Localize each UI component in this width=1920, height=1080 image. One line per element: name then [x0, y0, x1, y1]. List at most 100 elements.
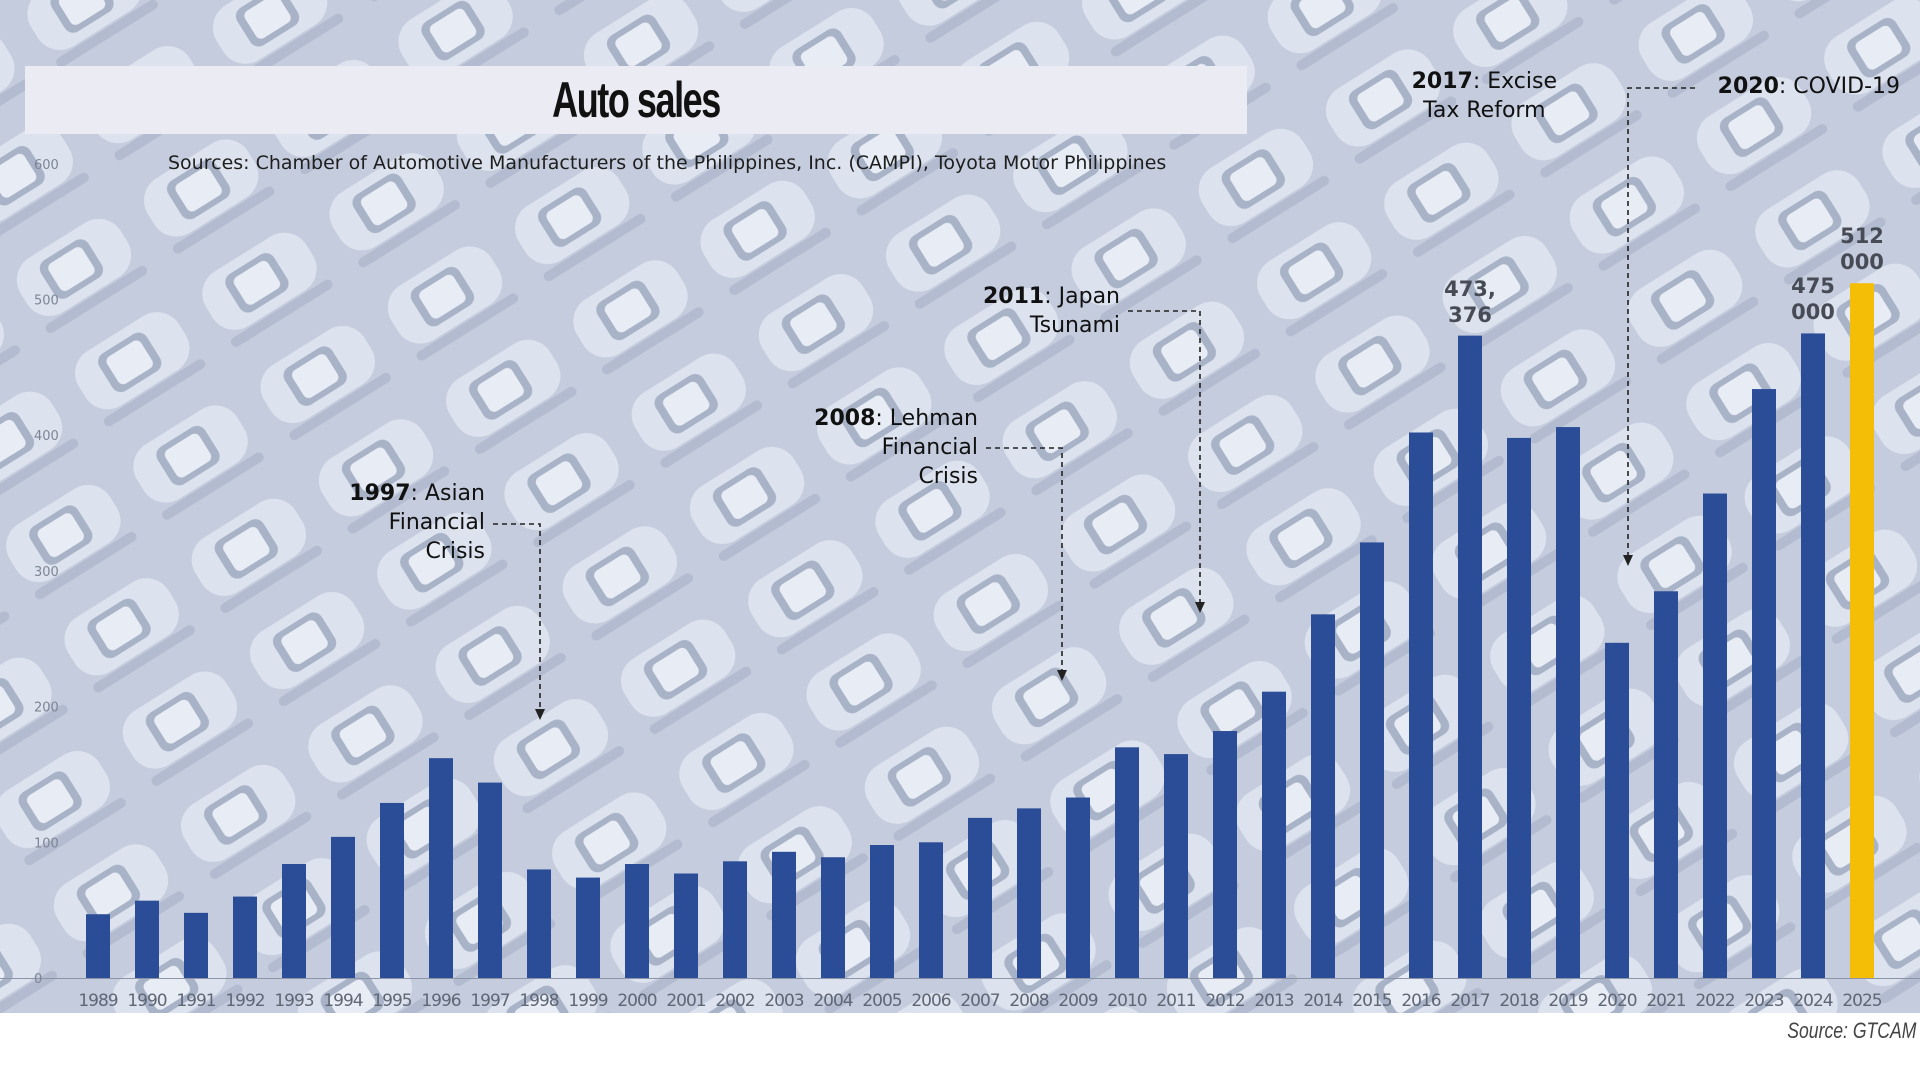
y-tick-label: 600 [34, 158, 59, 173]
annotation-1997: 1997: Asian Financial Crisis [349, 479, 485, 566]
car-pattern-background [0, 0, 1920, 1013]
data-label-line: 473, [1444, 276, 1496, 301]
x-tick-label: 2023 [1744, 991, 1783, 1011]
x-tick-label: 2008 [1009, 991, 1048, 1011]
x-tick-label: 2021 [1646, 991, 1685, 1011]
x-tick-label: 1996 [421, 991, 460, 1011]
annotation-line: 2017: Excise [1412, 67, 1557, 96]
x-tick-label: 2024 [1793, 991, 1832, 1011]
annotation-text: : Excise [1472, 69, 1557, 94]
bar [429, 758, 453, 978]
bar [135, 900, 159, 978]
bar [1066, 797, 1090, 978]
bar [233, 896, 257, 978]
annotation-text: : COVID-19 [1778, 74, 1900, 99]
x-tick-label: 2002 [715, 991, 754, 1011]
x-tick-label: 1998 [519, 991, 558, 1011]
bar [1654, 591, 1678, 978]
x-tick-label: 2017 [1450, 991, 1489, 1011]
x-tick-label: 2007 [960, 991, 999, 1011]
data-label-line: 475 [1791, 274, 1835, 299]
annotation-text: : Japan [1044, 284, 1120, 309]
annotation-year: 2020 [1717, 74, 1779, 99]
bar [1164, 754, 1188, 978]
annotation-text: : Lehman [875, 406, 978, 431]
x-tick-label: 2012 [1205, 991, 1244, 1011]
bar [919, 842, 943, 978]
x-tick-label: 1997 [470, 991, 509, 1011]
annotation-arrowhead [1057, 670, 1067, 681]
x-tick-label: 1993 [274, 991, 313, 1011]
title-band [25, 66, 1247, 134]
bar [478, 782, 502, 978]
bar [527, 869, 551, 978]
annotation-2011: 2011: Japan Tsunami [983, 282, 1120, 340]
y-tick-label: 200 [34, 701, 59, 716]
bar [1115, 747, 1139, 978]
y-tick-label: 0 [34, 972, 42, 987]
x-tick-label: 2009 [1058, 991, 1097, 1011]
x-tick-label: 2022 [1695, 991, 1734, 1011]
data-label: 475 000 [1783, 273, 1843, 325]
bar [576, 877, 600, 978]
x-tick-label: 2014 [1303, 991, 1342, 1011]
x-tick-label: 1999 [568, 991, 607, 1011]
bar [968, 817, 992, 978]
x-tick-label: 1989 [78, 991, 117, 1011]
footer-source: Source: GTCAM [1786, 1018, 1916, 1043]
x-tick-label: 1994 [323, 991, 362, 1011]
annotation-text: : Asian [410, 481, 485, 506]
bar [184, 912, 208, 978]
x-tick-label: 2025 [1842, 991, 1881, 1011]
data-label-line: 376 [1448, 302, 1492, 327]
annotation-arrowhead [1623, 555, 1633, 566]
x-tick-label: 1992 [225, 991, 264, 1011]
annotation-line: Financial [388, 510, 485, 535]
data-label-line: 000 [1791, 300, 1835, 325]
x-tick-label: 2013 [1254, 991, 1293, 1011]
x-tick-label: 2001 [666, 991, 705, 1011]
annotation-arrowhead [535, 709, 545, 720]
bar [1409, 432, 1433, 979]
annotation-line: 2011: Japan [983, 282, 1120, 311]
x-tick-label: 2015 [1352, 991, 1391, 1011]
bar [86, 914, 110, 978]
bar [1556, 427, 1580, 979]
annotation-year: 2011 [983, 284, 1045, 309]
x-tick-label: 2003 [764, 991, 803, 1011]
x-tick-label: 2006 [911, 991, 950, 1011]
annotation-line: 2020: COVID-19 [1718, 72, 1900, 101]
bar [870, 845, 894, 978]
annotation-year: 2017 [1411, 69, 1473, 94]
bar [674, 873, 698, 978]
annotation-leader [1128, 310, 1201, 603]
annotation-line: Crisis [425, 539, 485, 564]
annotation-2017: 2017: Excise Tax Reform [1412, 67, 1557, 125]
chart-area: Auto sales Sources: Chamber of Automotiv… [0, 0, 1920, 1013]
annotation-line: Tsunami [1029, 313, 1120, 338]
annotation-line: 2008: Lehman [814, 404, 978, 433]
annotation-2020: 2020: COVID-19 [1718, 72, 1900, 101]
bar [1752, 389, 1776, 978]
bar [1311, 614, 1335, 978]
x-tick-label: 2016 [1401, 991, 1440, 1011]
bar [1507, 437, 1531, 978]
annotation-2008: 2008: Lehman Financial Crisis [814, 404, 978, 491]
x-tick-label: 2005 [862, 991, 901, 1011]
annotation-line: Crisis [918, 464, 978, 489]
bar [331, 836, 355, 978]
x-tick-label: 2019 [1548, 991, 1587, 1011]
y-tick-label: 400 [34, 429, 59, 444]
annotation-line: 1997: Asian [349, 479, 485, 508]
annotation-arrowhead [1195, 602, 1205, 613]
bar [625, 864, 649, 978]
x-tick-label: 2004 [813, 991, 852, 1011]
annotation-leader [1627, 87, 1695, 556]
chart-title: Auto sales [552, 72, 721, 128]
data-label: 512 000 [1832, 223, 1892, 275]
bar [380, 802, 404, 978]
bar [1213, 731, 1237, 978]
annotation-line: Tax Reform [1423, 98, 1546, 123]
x-tick-label: 2020 [1597, 991, 1636, 1011]
annotation-year: 1997 [349, 481, 411, 506]
